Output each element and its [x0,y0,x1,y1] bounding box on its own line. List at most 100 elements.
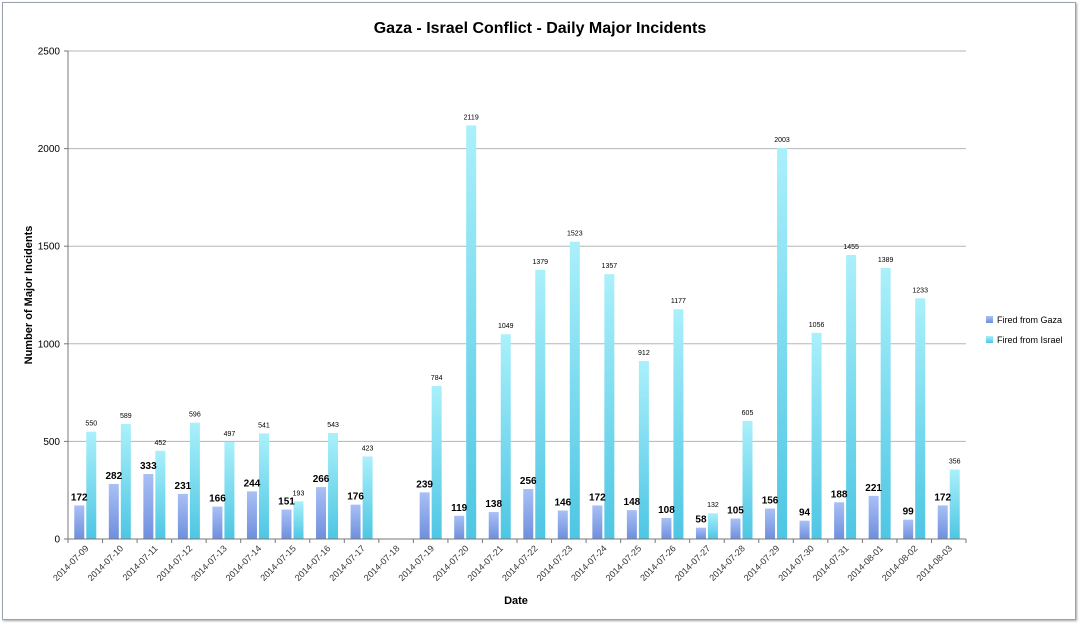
bar-israel [431,385,442,539]
bar-gaza [281,509,292,539]
data-label-gaza: 105 [727,506,744,517]
bar-gaza [765,508,776,539]
data-label-israel: 1455 [843,244,859,251]
data-label-israel: 193 [293,490,305,497]
x-tick-label: 2014-07-12 [155,543,195,583]
bar-israel [673,309,684,539]
legend: Fired from Gaza Fired from Israel [986,315,1063,345]
data-label-gaza: 266 [313,474,330,485]
x-tick-label: 2014-07-31 [811,543,851,583]
x-tick-label: 2014-08-03 [915,543,955,583]
bar-gaza [143,473,154,539]
y-tick-label: 2000 [38,144,61,155]
data-label-gaza: 99 [903,507,915,518]
x-tick-label: 2014-07-11 [121,543,160,582]
data-label-gaza: 172 [589,492,606,503]
legend-label-gaza: Fired from Gaza [997,315,1062,325]
bar-israel [258,433,269,539]
data-label-gaza: 282 [105,471,122,482]
bar-israel [707,513,718,539]
bar-israel [500,334,511,539]
data-label-gaza: 188 [831,489,848,500]
bar-israel [328,433,339,539]
data-label-israel: 912 [638,350,650,357]
bar-gaza [523,489,534,539]
data-label-israel: 2003 [774,137,790,144]
x-tick-label: 2014-07-13 [189,543,229,583]
data-label-gaza: 146 [554,498,571,509]
x-tick-label: 2014-07-17 [327,543,367,583]
bar-israel [120,424,131,539]
bar-gaza [454,515,465,539]
x-tick-label: 2014-08-01 [845,543,885,583]
bar-gaza [834,502,845,539]
data-label-israel: 784 [431,375,443,382]
x-tick-label: 2014-07-10 [86,543,126,583]
bar-israel [293,501,304,539]
data-label-gaza: 148 [624,497,641,508]
data-label-israel: 596 [189,412,201,419]
x-tick-label: 2014-07-20 [431,543,471,583]
legend-swatch-israel [986,336,993,343]
bar-gaza [488,512,499,539]
x-axis-ticks: 2014-07-092014-07-102014-07-112014-07-12… [51,539,967,583]
data-label-gaza: 156 [762,496,779,507]
data-label-israel: 1379 [532,259,548,266]
data-label-gaza: 138 [485,499,502,510]
data-label-gaza: 176 [347,492,364,503]
data-labels: 1725502825893334522315961664972445411511… [71,114,961,525]
data-label-israel: 497 [224,431,236,438]
data-label-israel: 589 [120,413,132,420]
bar-israel [846,254,857,539]
y-tick-label: 500 [43,437,60,448]
x-tick-label: 2014-07-16 [293,543,333,583]
data-label-gaza: 221 [865,483,882,494]
data-label-gaza: 244 [244,478,261,489]
chart-title: Gaza - Israel Conflict - Daily Major Inc… [374,20,707,37]
bar-gaza [350,504,361,539]
bar-gaza [937,505,948,539]
x-tick-label: 2014-08-02 [880,543,920,583]
data-label-israel: 423 [362,445,374,452]
data-label-gaza: 333 [140,461,157,472]
y-tick-label: 1500 [38,242,61,253]
bar-israel [362,456,373,539]
bar-gaza [695,527,706,539]
data-label-israel: 543 [327,422,339,429]
bar-gaza [661,517,672,539]
data-label-gaza: 108 [658,505,675,516]
bar-israel [569,241,580,540]
x-tick-label: 2014-07-22 [500,543,540,583]
bars [74,125,960,540]
y-axis-title: Number of Major Incidents [23,226,35,365]
bar-gaza [177,493,188,539]
data-label-gaza: 166 [209,494,226,505]
bar-gaza [626,510,637,539]
x-tick-label: 2014-07-19 [396,543,436,583]
bar-israel [535,269,546,539]
x-tick-label: 2014-07-28 [707,543,747,583]
bar-gaza [316,487,327,539]
bar-gaza [903,519,914,539]
data-label-israel: 2119 [464,114,479,121]
data-label-israel: 356 [949,459,961,466]
bar-israel [224,441,235,539]
x-tick-label: 2014-07-21 [466,543,506,583]
y-tick-label: 2500 [38,47,61,58]
data-label-gaza: 151 [278,497,295,508]
gridlines [68,50,966,442]
bar-israel [742,420,753,539]
data-label-gaza: 231 [175,481,192,492]
x-tick-label: 2014-07-23 [535,543,575,583]
data-label-israel: 1049 [498,323,514,330]
data-label-gaza: 239 [416,479,433,490]
bar-israel [915,298,926,539]
legend-swatch-gaza [986,316,993,323]
bar-gaza [730,518,741,539]
x-axis-title: Date [504,595,528,607]
data-label-israel: 1389 [878,257,894,264]
bar-israel [777,148,788,539]
data-label-gaza: 172 [934,492,951,503]
bar-israel [811,332,822,539]
